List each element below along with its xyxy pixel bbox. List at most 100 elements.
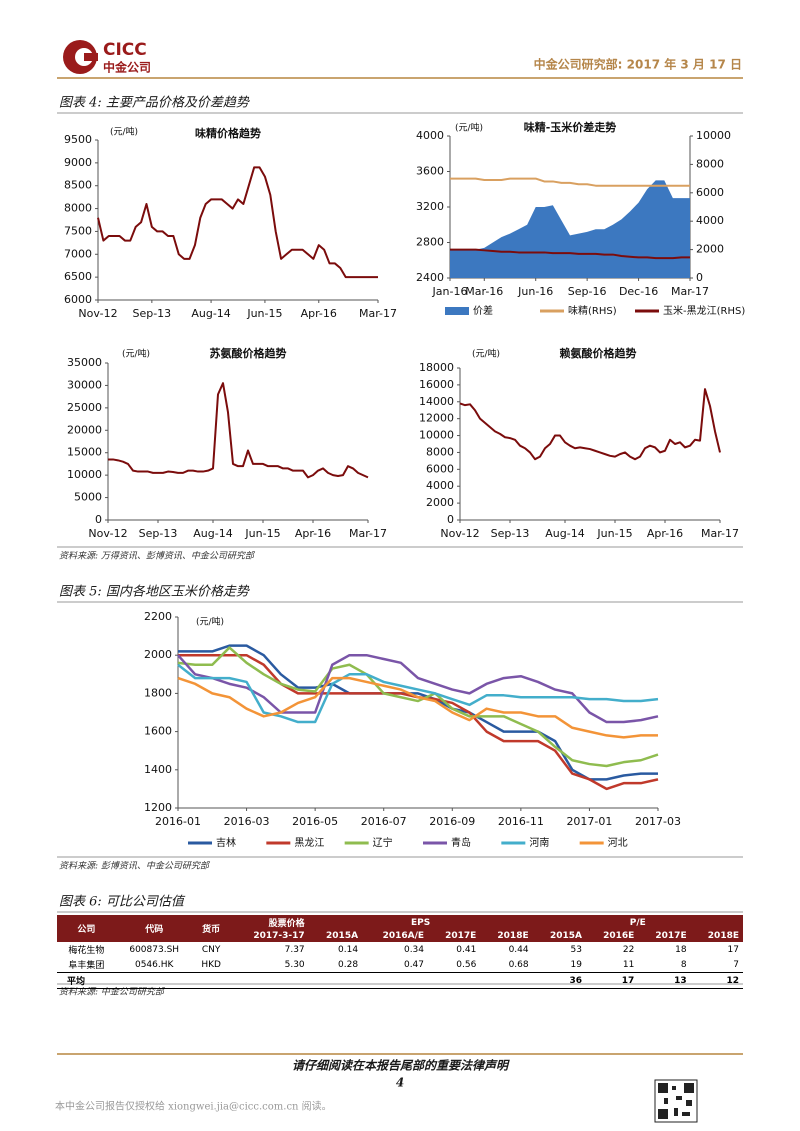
x-tick-label: 2016-03 <box>224 815 270 828</box>
x-tick-label: Nov-12 <box>88 527 127 540</box>
legend-label: 吉林 <box>216 836 236 849</box>
chart-title: 苏氨酸价格趋势 <box>210 346 287 360</box>
chart-title: 味精价格趋势 <box>195 126 261 140</box>
y-tick-label: 35000 <box>67 356 102 369</box>
header-cell: 2017E <box>428 930 481 942</box>
x-tick-label: Sep-16 <box>568 285 607 298</box>
x-tick-label: Sep-13 <box>491 527 530 540</box>
y-tick-label: 9000 <box>64 156 92 169</box>
x-tick-label: Mar-16 <box>465 285 503 298</box>
y-tick-label: 1600 <box>144 725 172 738</box>
x-tick-label: Sep-13 <box>139 527 178 540</box>
logo <box>63 40 98 74</box>
y-tick-label: 14000 <box>419 395 454 408</box>
valuation-table: 公司 代码 货币 股票价格 EPS P/E 2017-3-17 2015A 2016… <box>57 915 743 989</box>
table-cell: 7 <box>733 959 739 970</box>
header-cell: 2015A <box>308 930 363 942</box>
axis-unit: (元/吨) <box>110 126 138 138</box>
table-cell: 19 <box>570 959 582 970</box>
axis-unit: (元/吨) <box>472 348 500 360</box>
x-tick-label: 2017-03 <box>635 815 681 828</box>
x-tick-label: Apr-16 <box>647 527 683 540</box>
table-cell: CNY <box>201 944 221 955</box>
x-tick-label: Mar-17 <box>349 527 387 540</box>
y-tick-label: 6000 <box>426 462 454 475</box>
table-cell: HKD <box>201 959 221 970</box>
table-cell: 0.41 <box>456 944 477 955</box>
header-cell: 2016A/E <box>362 930 429 942</box>
y-tick-label: 30000 <box>67 378 102 391</box>
y-tick-label: 2200 <box>144 610 172 623</box>
table-cell: 22 <box>622 944 635 955</box>
table-cell: 0.47 <box>403 959 425 970</box>
header-cell: 2018E <box>690 930 743 942</box>
y-tick-label: 1800 <box>144 686 172 699</box>
legend-label: 河北 <box>608 837 628 849</box>
table-cell: 53 <box>570 944 582 955</box>
x-tick-label: Apr-16 <box>301 307 337 320</box>
x-tick-label: Jun-15 <box>244 527 280 540</box>
x-tick-label: Mar-17 <box>701 527 739 540</box>
table-cell: 8 <box>680 959 687 970</box>
x-tick-label: Nov-12 <box>440 527 479 540</box>
x-tick-label: 2016-09 <box>429 815 475 828</box>
y-tick-label: 6000 <box>64 293 92 306</box>
line <box>177 676 658 739</box>
table-cell: 0.56 <box>456 959 477 970</box>
logo-cn: 中金公司 <box>103 60 151 75</box>
table-cell: 600873.SH <box>129 944 180 955</box>
x-tick-label: Jun-16 <box>517 285 553 298</box>
line <box>450 177 690 187</box>
table-cell: 0.44 <box>508 944 529 955</box>
source-note: 资料来源: 中金公司研究部 <box>59 987 166 998</box>
x-tick-label: 2016-07 <box>361 815 407 828</box>
x-tick-label: 2017-01 <box>566 815 612 828</box>
page-number: 4 <box>396 1076 404 1090</box>
header-cell: 货币 <box>192 915 230 942</box>
line <box>459 388 721 461</box>
table-cell: 11 <box>622 959 635 970</box>
x-tick-label: Aug-14 <box>545 527 584 540</box>
y-tick-label: 10000 <box>67 468 102 481</box>
header-cell: 代码 <box>115 915 193 942</box>
y-tick-label: 4000 <box>416 129 444 142</box>
y-tick-label: 20000 <box>67 423 102 436</box>
source-note: 资料来源: 万得资讯、彭博资讯、中金公司研究部 <box>59 551 256 562</box>
legend-label: 价差 <box>473 304 493 317</box>
logo-en: CICC <box>103 40 147 60</box>
table-cell: 17 <box>727 944 739 955</box>
axis-unit: (元/吨) <box>196 616 224 628</box>
y-tick-label: 16000 <box>419 378 454 391</box>
x-tick-label: 2016-05 <box>292 815 338 828</box>
line <box>450 248 690 260</box>
axis-unit: (元/吨) <box>455 122 483 134</box>
y-tick-label: 10000 <box>419 429 454 442</box>
table-cell: 0.68 <box>508 959 529 970</box>
legend-label: 辽宁 <box>373 836 393 849</box>
y-tick-label: 6500 <box>64 270 92 283</box>
y-tick-label: 15000 <box>67 446 102 459</box>
line <box>177 663 659 724</box>
x-tick-label: Jun-15 <box>596 527 632 540</box>
y-tick-label: 3600 <box>416 165 444 178</box>
table-cell: 0.34 <box>403 944 425 955</box>
legend-label: 玉米-黑龙江(RHS) <box>663 304 745 317</box>
y-tick-label: 0 <box>95 513 102 526</box>
header-cell: 2018E <box>480 930 533 942</box>
x-tick-label: Apr-16 <box>295 527 331 540</box>
y2-tick-label: 10000 <box>696 129 731 142</box>
x-tick-label: Jan-16 <box>432 285 468 298</box>
table-cell: 平均 <box>57 972 533 989</box>
header-cell: 2015A <box>532 930 586 942</box>
y-tick-label: 2000 <box>426 496 454 509</box>
chart-title: 味精-玉米价差走势 <box>524 120 617 134</box>
table-cell: 17 <box>586 972 639 989</box>
y-tick-label: 8500 <box>64 179 92 192</box>
legend-label: 青岛 <box>451 836 471 849</box>
table-cell: 7.37 <box>284 944 305 955</box>
header-cell: 股票价格 <box>229 915 309 930</box>
y2-tick-label: 8000 <box>696 157 724 170</box>
line <box>177 646 659 768</box>
x-tick-label: Jun-15 <box>246 307 282 320</box>
